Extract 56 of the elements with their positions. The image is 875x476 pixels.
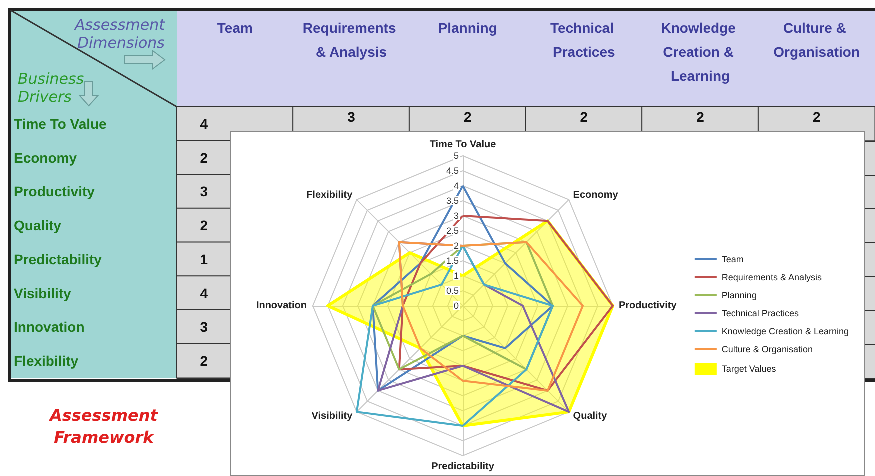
x-tick-label: Team [217,20,253,36]
y-tick-label: 1 [454,271,459,281]
y-tick-label: 1.5 [446,256,459,266]
x-tick-label: Technical Practices [550,20,618,60]
y-tick-label: Productivity [14,184,96,200]
data-label: 3 [200,184,208,200]
data-label: 2 [464,108,472,125]
spoke-label: Predictability [432,462,495,472]
y-tick-label: Economy [14,150,78,166]
data-label: 2 [200,150,208,166]
y-tick-label: 3 [454,211,459,221]
spoke-label: Productivity [619,300,678,312]
data-label: 2 [696,108,705,125]
text: Business Drivers [18,70,84,106]
spoke-label: Flexibility [306,190,354,202]
y-tick-label: Innovation [14,319,85,336]
legend-label: Knowledge Creation & Learning [722,326,850,336]
y-tick-label: 4.5 [446,166,459,176]
legend-label: Planning [722,290,757,300]
data-label: 1 [200,251,208,268]
y-tick-label: 0.5 [446,286,459,296]
spoke-label: Economy [573,190,619,202]
x-tick-label: Culture & Organisation [774,20,860,60]
x-tick-label: Planning [438,20,498,36]
y-tick-label: Visibility [14,285,72,302]
text: Assessment Framework [50,405,158,449]
y-tick-label: 4 [454,181,459,191]
spoke-label: Quality [573,410,608,422]
legend-label: Team [722,254,744,264]
spoke-label: Time To Value [430,140,497,150]
data-label: 2 [200,353,208,370]
y-tick-label: Time To Value [14,116,108,132]
legend-label: Target Values [722,364,777,374]
spoke-label: Innovation [256,300,307,312]
y-tick-label: 2 [454,241,459,251]
data-label: 4 [200,285,208,302]
y-tick-label: Flexibility [14,353,79,370]
data-label: 2 [200,218,208,234]
y-tick-label: 2.5 [446,226,459,236]
y-tick-label: 3.5 [446,196,459,206]
data-label: 3 [348,108,356,125]
y-tick-label: Quality [14,218,62,234]
y-tick-label: Predictability [14,251,102,268]
y-tick-label: 5 [454,151,459,161]
x-tick-label: Requirements & Analysis [302,20,400,60]
legend-label: Requirements & Analysis [722,272,822,282]
text: Assessment Dimensions [74,16,166,52]
legend-label: Technical Practices [722,308,800,318]
data-label: 4 [200,116,208,132]
spoke-label: Visibility [312,410,354,422]
data-label: 3 [200,319,208,336]
data-label: 2 [812,108,821,125]
legend-label: Culture & Organisation [722,344,813,354]
y-tick-label: 0 [454,301,459,311]
x-tick-label: Knowledge Creation & Learning [661,20,740,84]
data-label: 2 [580,108,588,125]
